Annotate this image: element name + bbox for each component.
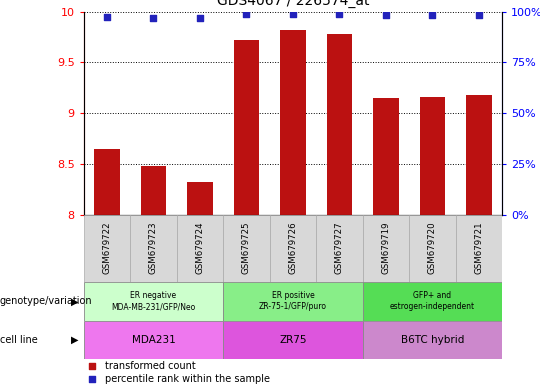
- Text: ZR75: ZR75: [279, 335, 307, 345]
- Text: GSM679725: GSM679725: [242, 221, 251, 274]
- Text: genotype/variation: genotype/variation: [0, 296, 93, 306]
- Bar: [84, 215, 130, 282]
- Point: [87, 376, 97, 382]
- Bar: [94, 149, 120, 215]
- Point: [103, 13, 111, 20]
- Text: GSM679722: GSM679722: [103, 221, 111, 274]
- Text: MDA231: MDA231: [132, 335, 176, 345]
- Bar: [280, 30, 306, 215]
- Bar: [84, 321, 223, 359]
- Bar: [363, 321, 502, 359]
- Bar: [373, 98, 399, 215]
- Point: [149, 15, 158, 21]
- Bar: [316, 215, 363, 282]
- Bar: [140, 166, 166, 215]
- Bar: [327, 34, 352, 215]
- Point: [475, 12, 483, 18]
- Text: GSM679721: GSM679721: [475, 221, 483, 274]
- Text: GSM679726: GSM679726: [288, 221, 298, 274]
- Text: ER positive
ZR-75-1/GFP/puro: ER positive ZR-75-1/GFP/puro: [259, 291, 327, 311]
- Bar: [84, 282, 223, 321]
- Point: [428, 12, 437, 18]
- Text: GFP+ and
estrogen-independent: GFP+ and estrogen-independent: [390, 291, 475, 311]
- Bar: [223, 215, 269, 282]
- Text: GSM679719: GSM679719: [381, 221, 390, 273]
- Bar: [409, 215, 456, 282]
- Text: transformed count: transformed count: [105, 361, 195, 371]
- Point: [195, 15, 204, 21]
- Bar: [420, 97, 446, 215]
- Text: ▶: ▶: [71, 296, 78, 306]
- Title: GDS4067 / 226574_at: GDS4067 / 226574_at: [217, 0, 369, 8]
- Bar: [234, 40, 259, 215]
- Bar: [456, 215, 502, 282]
- Point: [87, 363, 97, 369]
- Point: [335, 11, 344, 17]
- Text: GSM679724: GSM679724: [195, 221, 205, 274]
- Bar: [187, 182, 213, 215]
- Bar: [177, 215, 223, 282]
- Text: GSM679723: GSM679723: [149, 221, 158, 274]
- Bar: [130, 215, 177, 282]
- Text: ▶: ▶: [71, 335, 78, 345]
- Bar: [363, 282, 502, 321]
- Point: [242, 11, 251, 17]
- Text: ER negative
MDA-MB-231/GFP/Neo: ER negative MDA-MB-231/GFP/Neo: [111, 291, 195, 311]
- Text: cell line: cell line: [0, 335, 38, 345]
- Text: GSM679727: GSM679727: [335, 221, 344, 274]
- Bar: [363, 215, 409, 282]
- Bar: [269, 215, 316, 282]
- Text: percentile rank within the sample: percentile rank within the sample: [105, 374, 269, 384]
- Text: B6TC hybrid: B6TC hybrid: [401, 335, 464, 345]
- Bar: [466, 95, 492, 215]
- Text: GSM679720: GSM679720: [428, 221, 437, 274]
- Point: [289, 11, 298, 17]
- Bar: [223, 282, 363, 321]
- Point: [382, 12, 390, 18]
- Bar: [223, 321, 363, 359]
